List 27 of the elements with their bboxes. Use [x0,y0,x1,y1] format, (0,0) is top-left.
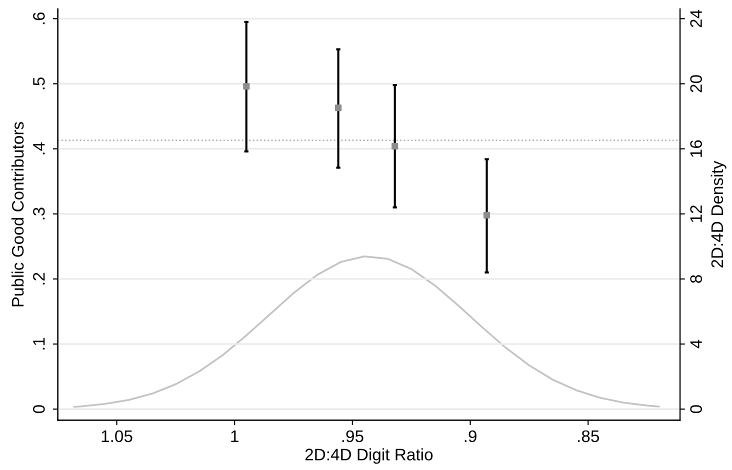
x-axis-title: 2D:4D Digit Ratio [305,448,433,464]
point [392,142,398,150]
point [483,212,490,218]
y-axis-title: Public Good Contributors [11,122,24,306]
y2-axis-title: 2D:4D Density [710,160,726,268]
line-series [73,255,660,408]
x-tick-label: .85 [578,430,599,442]
y-tick-label: .4 [33,142,45,154]
y-tick-label: .3 [33,208,45,220]
y-tick-label: 0 [33,405,45,414]
y-tick-label: .2 [33,272,45,284]
y-tick-label: .5 [33,78,45,90]
point [334,104,342,112]
point [243,83,250,90]
x-tick-label: .9 [464,430,476,442]
x-tick-label: 1.05 [102,430,132,442]
y2-tick-label: 20 [690,75,702,92]
y2-tick-label: 0 [690,405,702,414]
x-tick-label: .95 [342,430,364,442]
y2-tick-label: 4 [690,340,702,348]
y2-tick-label: 16 [690,140,702,157]
y-tick-label: .6 [33,12,45,24]
y2-tick-label: 24 [690,10,702,28]
y2-tick-label: 12 [690,205,702,222]
y2-tick-label: 8 [690,275,702,283]
y-tick-label: .1 [33,338,45,350]
x-tick-label: 1 [231,430,238,442]
